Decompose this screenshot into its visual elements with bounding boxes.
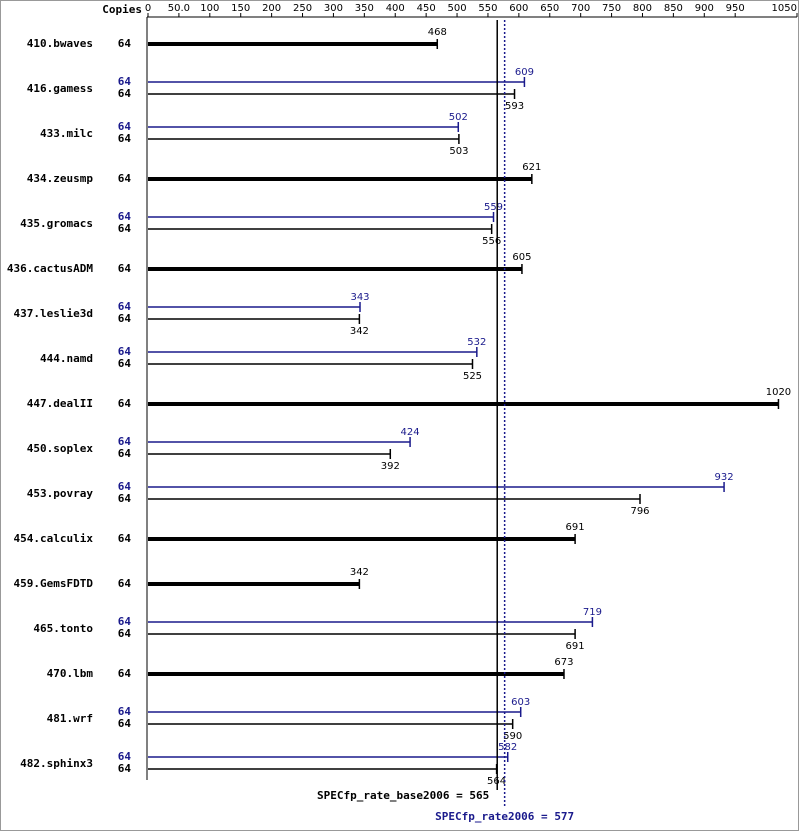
- x-tick-label: 300: [324, 3, 343, 14]
- benchmark-label: 437.leslie3d: [14, 307, 93, 320]
- x-tick-label: 800: [633, 3, 652, 14]
- benchmark-label: 436.cactusADM: [7, 262, 93, 275]
- benchmark-label: 450.soplex: [27, 442, 94, 455]
- x-tick-label: 200: [262, 3, 281, 14]
- x-tick-label: 350: [355, 3, 374, 14]
- x-tick-label: 700: [571, 3, 590, 14]
- x-tick-label: 750: [602, 3, 621, 14]
- copies-label: 64: [118, 705, 132, 718]
- copies-label: 64: [118, 480, 132, 493]
- x-tick-label: 100: [200, 3, 219, 14]
- copies-label: 64: [118, 357, 132, 370]
- copies-label: 64: [118, 300, 132, 313]
- value-label: 392: [381, 461, 400, 472]
- x-tick-label: 850: [664, 3, 683, 14]
- reference-name: SPECfp_rate2006 =: [435, 810, 548, 823]
- benchmark-label: 481.wrf: [47, 712, 93, 725]
- x-tick-label: 0: [145, 3, 151, 14]
- benchmark-label: 482.sphinx3: [20, 757, 93, 770]
- value-label: 621: [522, 162, 541, 173]
- benchmark-label: 435.gromacs: [20, 217, 93, 230]
- x-tick-label: 550: [478, 3, 497, 14]
- x-tick-label: 650: [540, 3, 559, 14]
- value-label: 342: [350, 567, 369, 578]
- value-label: 932: [715, 472, 734, 483]
- copies-label: 64: [118, 222, 132, 235]
- value-label: 559: [484, 202, 503, 213]
- value-label: 424: [401, 427, 420, 438]
- copies-label: 64: [118, 37, 132, 50]
- copies-label: 64: [118, 492, 132, 505]
- copies-label: 64: [118, 762, 132, 775]
- x-tick-label: 1050: [772, 3, 797, 14]
- copies-label: 64: [118, 87, 132, 100]
- value-label: 691: [566, 522, 585, 533]
- value-label: 603: [511, 697, 530, 708]
- benchmark-label: 470.lbm: [47, 667, 94, 680]
- benchmark-label: 410.bwaves: [27, 37, 93, 50]
- copies-label: 64: [118, 615, 132, 628]
- x-tick-label: 50.0: [168, 3, 190, 14]
- reference-value: 577: [554, 810, 574, 823]
- value-label: 503: [449, 146, 468, 157]
- value-label: 691: [566, 641, 585, 652]
- copies-label: 64: [118, 345, 132, 358]
- value-label: 532: [467, 337, 486, 348]
- x-tick-label: 900: [695, 3, 714, 14]
- copies-label: 64: [118, 447, 132, 460]
- value-label: 605: [512, 252, 531, 263]
- x-tick-label: 400: [386, 3, 405, 14]
- value-label: 673: [554, 657, 573, 668]
- value-label: 342: [350, 326, 369, 337]
- value-label: 609: [515, 67, 534, 78]
- value-label: 582: [498, 742, 517, 753]
- copies-label: 64: [118, 435, 132, 448]
- copies-header: Copies: [102, 3, 142, 16]
- benchmark-label: 454.calculix: [14, 532, 94, 545]
- copies-label: 64: [118, 75, 132, 88]
- value-label: 1020: [766, 387, 791, 398]
- value-label: 468: [428, 27, 447, 38]
- copies-label: 64: [118, 397, 132, 410]
- copies-label: 64: [118, 667, 132, 680]
- value-label: 556: [482, 236, 501, 247]
- copies-label: 64: [118, 120, 132, 133]
- value-label: 525: [463, 371, 482, 382]
- value-label: 590: [503, 731, 522, 742]
- copies-label: 64: [118, 262, 132, 275]
- copies-label: 64: [118, 717, 132, 730]
- x-tick-label: 250: [293, 3, 312, 14]
- copies-label: 64: [118, 577, 132, 590]
- copies-label: 64: [118, 210, 132, 223]
- x-tick-label: 950: [726, 3, 745, 14]
- value-label: 593: [505, 101, 524, 112]
- x-tick-label: 450: [417, 3, 436, 14]
- benchmark-label: 453.povray: [27, 487, 94, 500]
- copies-label: 64: [118, 172, 132, 185]
- value-label: 719: [583, 607, 602, 618]
- copies-label: 64: [118, 312, 132, 325]
- value-label: 343: [350, 292, 369, 303]
- value-label: 502: [449, 112, 468, 123]
- benchmark-label: 459.GemsFDTD: [14, 577, 94, 590]
- benchmark-label: 433.milc: [40, 127, 93, 140]
- reference-name: SPECfp_rate_base2006 =: [317, 789, 463, 802]
- copies-label: 64: [118, 532, 132, 545]
- benchmark-label: 444.namd: [40, 352, 93, 365]
- reference-value: 565: [469, 789, 489, 802]
- reference-label: SPECfp_rate_base2006 = 565: [317, 789, 489, 802]
- copies-label: 64: [118, 627, 132, 640]
- benchmark-label: 447.dealII: [27, 397, 93, 410]
- benchmark-label: 465.tonto: [33, 622, 93, 635]
- x-tick-label: 500: [448, 3, 467, 14]
- x-tick-label: 600: [509, 3, 528, 14]
- copies-label: 64: [118, 132, 132, 145]
- copies-label: 64: [118, 750, 132, 763]
- benchmark-label: 434.zeusmp: [27, 172, 94, 185]
- value-label: 796: [630, 506, 649, 517]
- x-tick-label: 150: [231, 3, 250, 14]
- reference-label: SPECfp_rate2006 = 577: [435, 810, 574, 823]
- benchmark-label: 416.gamess: [27, 82, 93, 95]
